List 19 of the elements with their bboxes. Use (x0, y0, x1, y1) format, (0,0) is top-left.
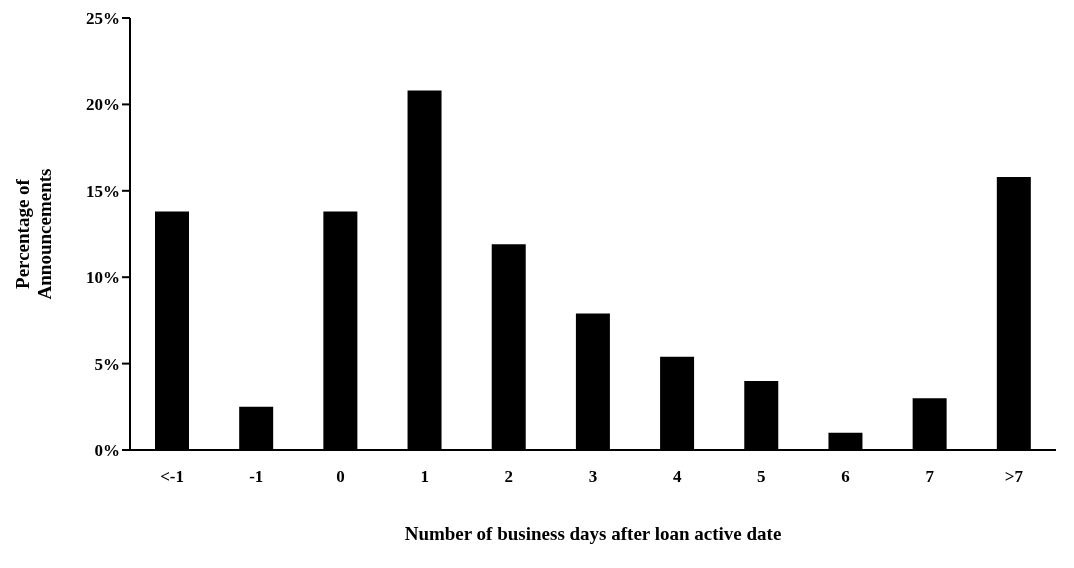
y-axis-title: Percentage of Announcements (12, 168, 55, 300)
x-tick-label: -1 (249, 467, 264, 487)
x-tick-label: 3 (588, 467, 598, 487)
x-axis-title: Number of business days after loan active date (404, 523, 782, 544)
y-tick-label: 20% (86, 95, 120, 115)
y-tick-label: 10% (86, 268, 120, 288)
x-tick-label: 2 (504, 467, 514, 487)
x-tick-label: 4 (672, 467, 682, 487)
x-tick-label: <-1 (160, 467, 185, 487)
y-tick-label: 5% (94, 354, 120, 374)
x-tick-label: 6 (841, 467, 850, 487)
y-tick-label: 25% (86, 9, 120, 29)
x-tick-label: 0 (336, 467, 345, 487)
y-tick-label: 0% (94, 441, 120, 461)
x-tick-label: 1 (420, 467, 429, 487)
x-tick-label: 7 (925, 467, 935, 487)
y-tick-label: 15% (86, 181, 120, 201)
x-tick-label: 5 (757, 467, 766, 487)
x-tick-label: >7 (1004, 467, 1024, 487)
